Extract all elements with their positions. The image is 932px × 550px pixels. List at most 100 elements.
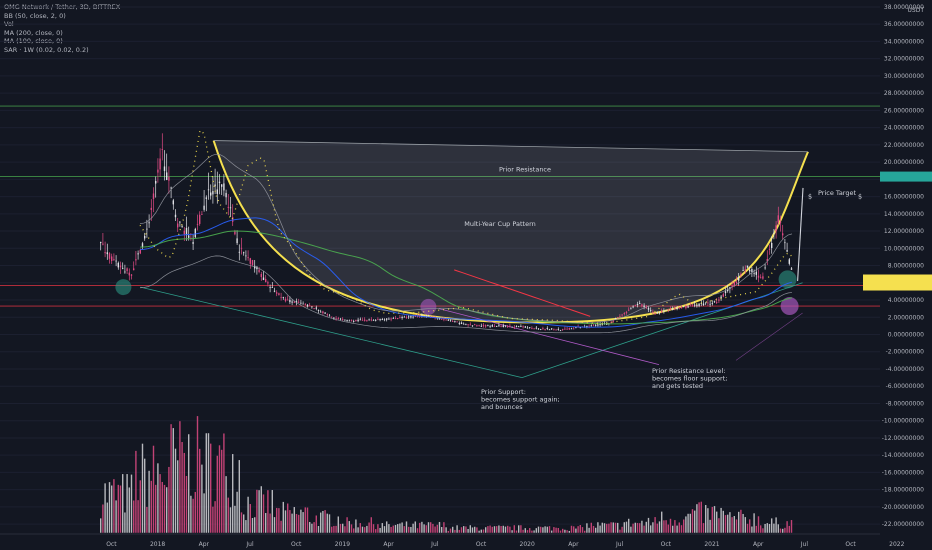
volume-bar (106, 502, 108, 533)
candle-body (348, 320, 350, 322)
volume-bar (317, 526, 320, 533)
candle-body (491, 325, 493, 327)
volume-bar (535, 528, 537, 533)
candle-body (731, 285, 733, 287)
candle-body (535, 327, 537, 329)
candle-body (339, 318, 342, 320)
volume-bar (139, 480, 141, 533)
candle-body (482, 324, 485, 327)
candle-body (414, 316, 416, 317)
volume-bar (619, 529, 621, 533)
y-tick-label: 24.00000000 (884, 125, 924, 132)
x-tick-label: 2019 (335, 541, 350, 548)
volume-bar (755, 525, 757, 533)
volume-bar (199, 448, 201, 533)
candle-body (696, 304, 698, 307)
candle-body (245, 255, 247, 257)
candle-body (542, 328, 544, 330)
volume-bar (322, 510, 324, 533)
resistance-note-line: and gets tested (652, 382, 703, 390)
y-tick-label: -18.00000000 (882, 487, 924, 494)
volume-bar (205, 433, 207, 533)
volume-bar (487, 526, 489, 533)
volume-bar (122, 474, 124, 533)
volume-bar (621, 526, 623, 533)
candle-body (471, 325, 474, 327)
legend-ma200[interactable]: MA (200, close, 0) (4, 28, 63, 37)
candle-body (595, 325, 597, 326)
candle-body (568, 328, 570, 330)
volume-bar (172, 428, 174, 533)
volume-bar (188, 434, 190, 533)
volume-bar (223, 433, 225, 533)
volume-bar (691, 509, 694, 533)
volume-bar (174, 448, 177, 533)
x-tick-label: Apr (199, 541, 210, 548)
volume-bar (771, 518, 773, 533)
support-note-line: Prior Support: (481, 388, 526, 396)
candle-body (718, 299, 720, 301)
legend-bb[interactable]: BB (50, close, 2, 0) (4, 11, 66, 20)
resistance-marker (420, 298, 437, 315)
volume-bar (291, 513, 293, 533)
candle-body (634, 305, 636, 307)
volume-bar (144, 458, 146, 533)
volume-bar (190, 495, 192, 533)
volume-bar (403, 526, 405, 533)
candle-body (672, 309, 674, 310)
candle-body (113, 259, 115, 260)
volume-bar (740, 509, 742, 533)
candle-body (128, 272, 130, 276)
bb-lower (139, 255, 793, 334)
candle-body (399, 317, 401, 319)
volume-bar (685, 516, 687, 533)
candle-body (658, 312, 661, 314)
candle-body (276, 292, 278, 294)
candle-body (278, 293, 280, 296)
candle-body (529, 327, 531, 329)
volume-bar (331, 526, 333, 533)
candle-body (273, 290, 276, 292)
candle-body (766, 258, 768, 262)
legend-sar[interactable]: SAR · 1W (0.02, 0.02, 0.2) (4, 45, 89, 54)
candle-body (474, 324, 476, 326)
volume-bar (687, 513, 689, 533)
volume-bar (518, 525, 520, 533)
candle-body (447, 319, 449, 321)
candle-body (504, 325, 507, 327)
candle-body (757, 275, 760, 278)
price-target-label: Price Target (818, 189, 856, 197)
volume-bar (225, 476, 227, 533)
volume-bar (650, 525, 652, 533)
y-tick-label: 28.00000000 (884, 90, 924, 97)
volume-bar (287, 503, 289, 533)
candle-body (674, 308, 676, 309)
candle-body (232, 217, 234, 222)
candle-body (350, 320, 353, 322)
x-tick-label: Apr (568, 541, 579, 548)
candle-body (392, 318, 394, 319)
candle-body (280, 297, 282, 299)
candle-body (610, 322, 612, 324)
volume-bar (548, 526, 551, 533)
volume-bar (777, 524, 779, 533)
candle-body (337, 318, 339, 320)
resistance-trendline-2 (735, 312, 803, 361)
candle-body (500, 325, 502, 327)
candle-body (469, 324, 471, 326)
volume-bar (636, 522, 639, 533)
volume-bar (265, 513, 267, 533)
candle-body (656, 311, 658, 313)
volume-bar (775, 517, 777, 533)
candle-body (221, 184, 223, 187)
candle-body (152, 193, 155, 199)
candle-body (518, 326, 520, 328)
candle-body (441, 319, 443, 320)
candle-body (630, 308, 632, 310)
volume-bar (419, 522, 421, 533)
candle-body (485, 325, 487, 327)
volume-bar (478, 530, 480, 533)
candle-body (405, 317, 408, 318)
candle-body (531, 328, 533, 330)
